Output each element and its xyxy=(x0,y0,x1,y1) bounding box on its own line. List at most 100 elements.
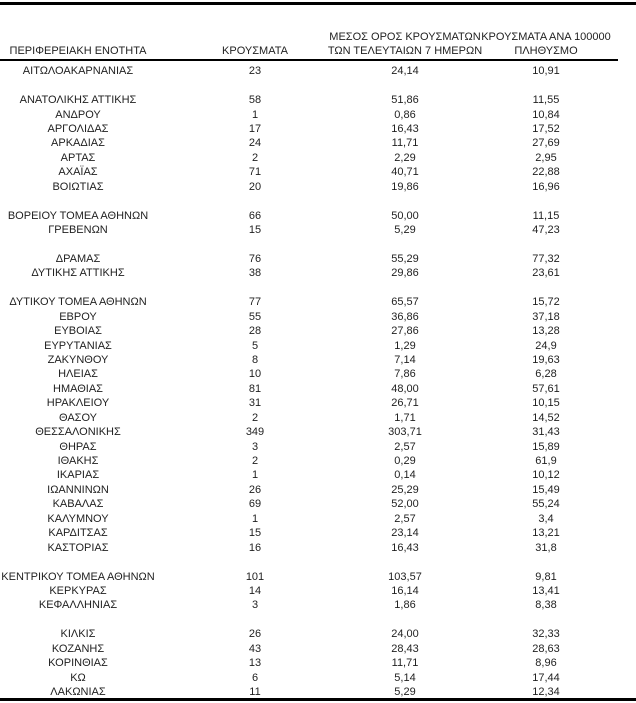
table-row: ΔΡΑΜΑΣ 76 55,29 77,32 xyxy=(0,252,636,266)
column-header-label-line1: ΜΕΣΟΣ ΟΡΟΣ ΚΡΟΥΣΜΑΤΩΝ xyxy=(329,31,481,43)
cases-cell: 24 xyxy=(156,137,354,149)
region-value: ΑΡΓΟΛΙΔΑΣ xyxy=(47,122,109,135)
cases-value: 20 xyxy=(248,180,262,193)
region-value: ΚΟΡΙΝΘΙΑΣ xyxy=(48,657,108,670)
region-cell: ΚΕΦΑΛΛΗΝΙΑΣ xyxy=(0,599,156,611)
per100k-cell: 8,38 xyxy=(456,599,636,611)
avg7-value: 28,43 xyxy=(391,642,419,655)
avg7-cell: 2,57 xyxy=(354,441,456,453)
avg7-value: 11,71 xyxy=(391,137,419,150)
per100k-value: 10,12 xyxy=(532,469,560,482)
avg7-cell: 55,29 xyxy=(354,253,456,265)
cases-value: 24 xyxy=(248,137,262,150)
avg7-cell: 24,00 xyxy=(354,628,456,640)
region-cell: ΚΟΡΙΝΘΙΑΣ xyxy=(0,657,156,669)
region-cell: ΘΑΣΟΥ xyxy=(0,412,156,424)
per100k-cell: 10,84 xyxy=(456,109,636,121)
table-row: ΗΛΕΙΑΣ 10 7,86 6,28 xyxy=(0,367,636,381)
per100k-value: 24,9 xyxy=(535,339,557,352)
region-cell: ΚΑΡΔΙΤΣΑΣ xyxy=(0,527,156,539)
cases-value: 11 xyxy=(249,686,261,699)
cases-value: 2 xyxy=(251,411,259,424)
avg7-value: 303,71 xyxy=(388,426,422,439)
cases-value: 81 xyxy=(248,382,262,395)
per100k-cell: 11,55 xyxy=(456,94,636,106)
avg7-value: 2,57 xyxy=(394,512,416,525)
avg7-cell: 24,14 xyxy=(354,65,456,77)
per100k-cell: 32,33 xyxy=(456,628,636,640)
cases-cell: 2 xyxy=(156,412,354,424)
group-spacer xyxy=(0,194,636,208)
cases-value: 28 xyxy=(248,325,262,338)
column-header-avg7: ΜΕΣΟΣ ΟΡΟΣ ΚΡΟΥΣΜΑΤΩΝ ΤΩΝ ΤΕΛΕΥΤΑΙΩΝ 7 Η… xyxy=(328,31,482,58)
region-value: ΚΑΛΥΜΝΟΥ xyxy=(47,512,109,525)
per100k-value: 15,89 xyxy=(532,440,560,453)
avg7-cell: 65,57 xyxy=(354,296,456,308)
per100k-cell: 15,89 xyxy=(456,441,636,453)
region-cell: ΕΒΡΟΥ xyxy=(0,311,156,323)
cases-cell: 81 xyxy=(156,383,354,395)
per100k-value: 57,61 xyxy=(532,382,560,395)
avg7-cell: 16,43 xyxy=(354,542,456,554)
avg7-cell: 26,71 xyxy=(354,397,456,409)
header-underline-rule xyxy=(0,59,618,61)
per100k-cell: 8,96 xyxy=(456,657,636,669)
per100k-value: 13,41 xyxy=(532,584,560,597)
region-cell: ΘΕΣΣΑΛΟΝΙΚΗΣ xyxy=(0,426,156,438)
avg7-value: 5,29 xyxy=(394,686,416,699)
per100k-value: 3,4 xyxy=(538,512,554,525)
avg7-cell: 40,71 xyxy=(354,166,456,178)
region-value: ΙΩΑΝΝΙΝΩΝ xyxy=(47,483,109,496)
cases-cell: 76 xyxy=(156,253,354,265)
per100k-value: 10,15 xyxy=(532,397,560,410)
per100k-value: 19,63 xyxy=(532,353,560,366)
cases-value: 17 xyxy=(248,122,262,135)
avg7-cell: 5,29 xyxy=(354,686,456,698)
cases-value: 1 xyxy=(251,512,259,525)
region-cell: ΗΛΕΙΑΣ xyxy=(0,368,156,380)
region-value: ΘΗΡΑΣ xyxy=(59,440,97,453)
cases-cell: 13 xyxy=(156,657,354,669)
table-row: ΑΡΚΑΔΙΑΣ 24 11,71 27,69 xyxy=(0,136,636,150)
region-cell: ΕΥΡΥΤΑΝΙΑΣ xyxy=(0,340,156,352)
region-value: ΔΥΤΙΚΗΣ ΑΤΤΙΚΗΣ xyxy=(31,267,125,280)
cases-value: 43 xyxy=(248,642,262,655)
region-value: ΛΑΚΩΝΙΑΣ xyxy=(50,686,106,699)
per100k-value: 13,21 xyxy=(532,527,560,540)
per100k-value: 13,28 xyxy=(532,325,560,338)
per100k-value: 47,23 xyxy=(532,224,560,237)
bottom-rule xyxy=(0,698,636,701)
avg7-value: 25,29 xyxy=(391,483,419,496)
per100k-cell: 2,95 xyxy=(456,152,636,164)
region-cell: ΑΝΔΡΟΥ xyxy=(0,109,156,121)
region-cell: ΙΘΑΚΗΣ xyxy=(0,455,156,467)
per100k-cell: 13,28 xyxy=(456,325,636,337)
cases-value: 15 xyxy=(248,224,262,237)
per100k-value: 6,28 xyxy=(535,368,557,381)
per100k-value: 31,8 xyxy=(535,541,557,554)
table-row: ΙΩΑΝΝΙΝΩΝ 26 25,29 15,49 xyxy=(0,483,636,497)
avg7-value: 19,86 xyxy=(391,180,419,193)
cases-value: 31 xyxy=(248,397,262,410)
region-cell: ΔΥΤΙΚΗΣ ΑΤΤΙΚΗΣ xyxy=(0,267,156,279)
table-row: ΚΕΦΑΛΛΗΝΙΑΣ 3 1,86 8,38 xyxy=(0,598,636,612)
region-cell: ΑΡΤΑΣ xyxy=(0,152,156,164)
avg7-cell: 27,86 xyxy=(354,325,456,337)
cases-cell: 101 xyxy=(156,571,354,583)
table-row: ΘΕΣΣΑΛΟΝΙΚΗΣ 349 303,71 31,43 xyxy=(0,425,636,439)
per100k-cell: 9,81 xyxy=(456,571,636,583)
cases-value: 3 xyxy=(251,599,259,612)
region-value: ΚΙΛΚΙΣ xyxy=(60,628,96,641)
cases-cell: 17 xyxy=(156,123,354,135)
avg7-value: 1,29 xyxy=(394,339,416,352)
cases-value: 10 xyxy=(248,368,262,381)
per100k-cell: 61,9 xyxy=(456,455,636,467)
cases-value: 1 xyxy=(251,108,259,121)
cases-value: 76 xyxy=(248,252,262,265)
cases-value: 16 xyxy=(248,541,262,554)
cases-cell: 69 xyxy=(156,498,354,510)
column-header-label: ΚΡΟΥΣΜΑΤΑ xyxy=(222,44,288,57)
per100k-cell: 13,41 xyxy=(456,585,636,597)
cases-cell: 1 xyxy=(156,513,354,525)
per100k-cell: 14,52 xyxy=(456,412,636,424)
